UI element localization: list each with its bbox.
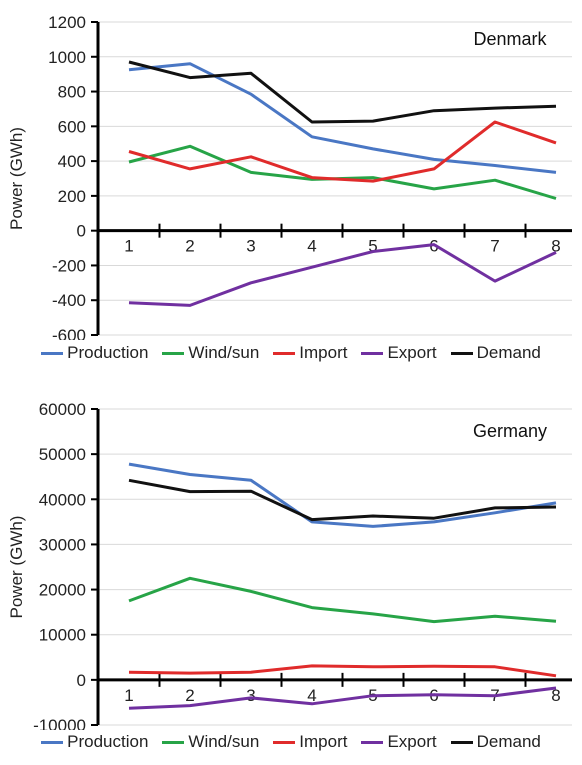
legend-swatch [273,740,296,744]
chart1-title: Germany [473,421,547,441]
legend-item-import: Import [273,343,347,363]
legend-label: Production [67,732,149,751]
chart0-x-tick-label: 8 [551,237,560,256]
germany-chart: -10000 0 10000 20000 30000 40000 50000 60000 1 2 3… [7,400,572,735]
chart1-y-axis-label: Power (GWh) [7,516,26,619]
chart0-x-tick-label: 7 [490,237,499,256]
chart0-series-production-line [128,62,557,174]
legend-swatch [450,351,473,355]
chart0-y-tick-label: -200 [52,256,86,275]
legend-label: Production [67,343,149,362]
legend-item-wind-sun: Wind/sun [162,732,259,752]
legend-item-production: Production [41,343,148,363]
legend-item-export: Export [361,732,437,752]
chart0-x-tick-label: 3 [246,237,255,256]
chart0-y-tick-label: 0 [77,222,86,241]
legend-label: Import [299,732,348,751]
chart1-y-tick-label: 50000 [39,445,86,464]
chart1-x-tick-label: 3 [246,686,255,705]
chart0-series-demand-line [128,60,557,124]
chart1-series-demand-line [128,478,557,522]
legend-swatch [361,740,384,744]
denmark-chart-panel: -600 -400 -200 0 200 400 600 800 1000 1200 1 2 3 4 5 6 7… [0,0,582,382]
germany-legend: Production Wind/sun Import Export Demand [0,732,582,752]
chart0-y-tick-label: 400 [58,152,86,171]
chart1-x-tick-label: 1 [124,686,133,705]
chart1-y-tick-label: 0 [77,671,86,690]
chart0-y-tick-label: 600 [58,117,86,136]
legend-label: Wind/sun [188,343,260,362]
chart1-x-tick-label: 4 [307,686,316,705]
legend-item-production: Production [41,732,148,752]
chart0-x-tick-label: 2 [185,237,194,256]
legend-item-demand: Demand [450,732,541,752]
legend-swatch [273,351,296,355]
legend-swatch [41,740,64,744]
chart0-x-tick-label: 5 [368,237,377,256]
chart0-series-import-line [128,120,557,183]
chart1-series-production-line [128,462,557,528]
legend-swatch [41,351,64,355]
chart1-y-tick-label: 40000 [39,490,86,509]
legend-swatch [361,351,384,355]
chart1-y-tick-label: 10000 [39,626,86,645]
legend-label: Demand [476,343,541,362]
chart0-y-tick-label: -400 [52,291,86,310]
chart0-series-wind-sun-line [128,144,557,200]
chart0-title: Denmark [473,29,547,49]
chart1-series-import-line [128,664,557,678]
legend-item-export: Export [361,343,437,363]
legend-item-wind-sun: Wind/sun [162,343,259,363]
chart1-series-export-line [128,686,557,710]
legend-swatch [162,740,185,744]
legend-label: Import [299,343,348,362]
legend-label: Export [387,732,437,751]
chart1-y-tick-label: 30000 [39,535,86,554]
denmark-legend: Production Wind/sun Import Export Demand [0,343,582,363]
chart0-y-tick-label: 1000 [48,48,86,67]
chart0-y-tick-label: -600 [52,326,86,340]
chart1-y-tick-label: 20000 [39,581,86,600]
legend-label: Demand [476,732,541,751]
chart0-y-tick-label: 1200 [48,13,86,32]
chart0-series-export-line [128,243,557,307]
chart0-y-tick-label: 200 [58,187,86,206]
chart1-y-tick-label: 60000 [39,400,86,419]
legend-swatch [162,351,185,355]
chart0-x-tick-label: 4 [307,237,316,256]
chart1-y-tick-label: -10000 [33,716,86,730]
chart1-x-tick-label: 8 [551,686,560,705]
legend-item-import: Import [273,732,347,752]
chart0-y-tick-label: 800 [58,83,86,102]
chart0-y-axis-label: Power (GWh) [7,127,26,230]
chart0-x-tick-label: 1 [124,237,133,256]
chart1-x-tick-label: 2 [185,686,194,705]
legend-swatch [450,740,473,744]
legend-label: Wind/sun [188,732,260,751]
chart1-series-wind-sun-line [128,576,557,624]
legend-label: Export [387,343,437,362]
legend-item-demand: Demand [450,343,541,363]
germany-chart-panel: -10000 0 10000 20000 30000 40000 50000 60000 1 2 3… [0,382,582,765]
